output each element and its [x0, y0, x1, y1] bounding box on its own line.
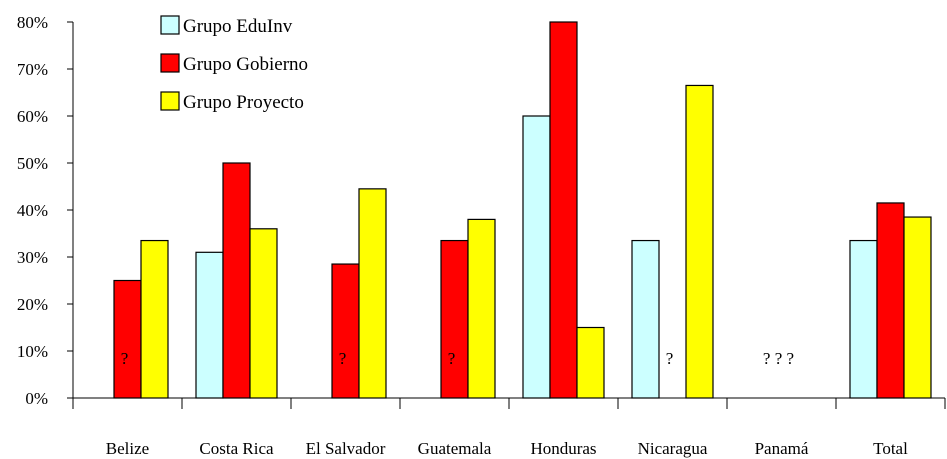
bar: [685, 84, 714, 399]
annotation-label: ?: [666, 349, 674, 368]
bar: [631, 239, 660, 399]
annotation-label: ?: [448, 349, 456, 368]
y-tick-label: 10%: [17, 342, 48, 361]
bar: [358, 188, 387, 399]
bar: [522, 115, 551, 399]
x-tick-label: Guatemala: [418, 439, 492, 458]
y-tick-label: 80%: [17, 13, 48, 32]
bar: [222, 162, 251, 399]
y-tick-label: 50%: [17, 154, 48, 173]
legend-swatch: [160, 91, 180, 111]
x-tick-label: Costa Rica: [199, 439, 274, 458]
bar: [903, 216, 932, 399]
y-tick-label: 70%: [17, 60, 48, 79]
bar: [876, 202, 905, 399]
annotations: ???? ? ? ?: [121, 349, 794, 368]
x-tick-label: El Salvador: [306, 439, 386, 458]
legend-label: Grupo Proyecto: [183, 92, 304, 113]
y-tick-label: 0%: [25, 389, 48, 408]
legend: Grupo EduInv Grupo Gobierno Grupo Proyecto: [160, 15, 308, 113]
legend-label: Grupo EduInv: [183, 16, 293, 37]
y-axis: 0% 10% 20% 30% 40% 50% 60% 70% 80%: [17, 13, 74, 408]
bar: [849, 239, 878, 399]
y-tick-label: 40%: [17, 201, 48, 220]
x-tick-label: Panamá: [755, 439, 809, 458]
x-tick-label: Nicaragua: [638, 439, 708, 458]
legend-swatch: [160, 53, 180, 73]
bar: [440, 239, 469, 399]
legend-label: Grupo Gobierno: [183, 54, 308, 75]
bar: [195, 251, 224, 399]
annotation-label: ?: [339, 349, 347, 368]
bars: [113, 21, 932, 399]
x-axis: Belize Costa Rica El Salvador Guatemala Hond…: [72, 397, 946, 458]
legend-swatch: [160, 15, 180, 35]
annotation-label: ?: [121, 349, 129, 368]
x-tick-label: Total: [873, 439, 908, 458]
x-tick-label: Belize: [106, 439, 149, 458]
bar: [331, 263, 360, 399]
bar: [576, 326, 605, 399]
bar: [249, 228, 278, 399]
bar: [140, 239, 169, 399]
bar: [467, 218, 496, 399]
bar: [113, 279, 142, 399]
y-tick-label: 20%: [17, 295, 48, 314]
bar: [549, 21, 578, 399]
y-tick-label: 30%: [17, 248, 48, 267]
annotation-label: ? ? ?: [763, 349, 794, 368]
x-tick-label: Honduras: [530, 439, 596, 458]
y-tick-label: 60%: [17, 107, 48, 126]
